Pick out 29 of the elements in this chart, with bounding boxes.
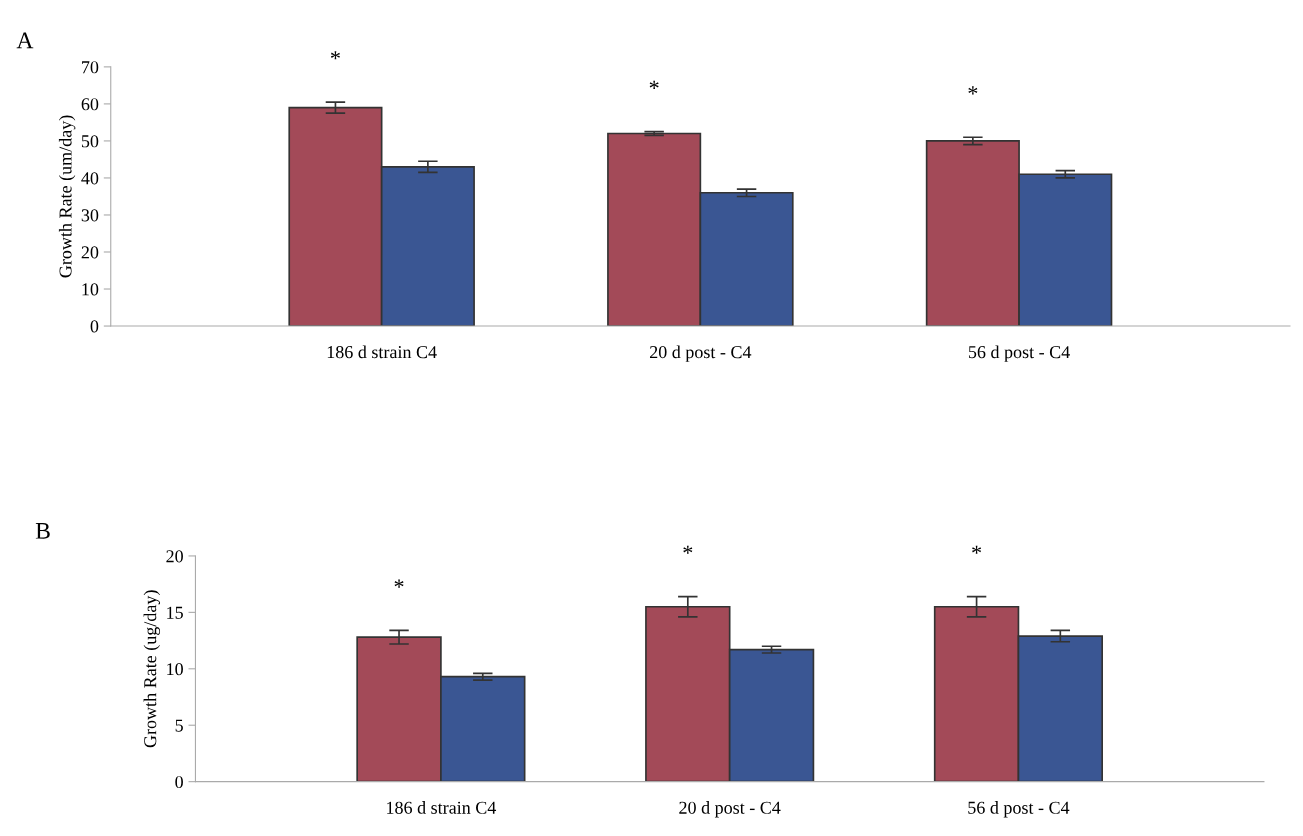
text: * [330, 51, 340, 60]
y-tick-label: 10 [167, 663, 183, 676]
chart-title: A [16, 32, 34, 49]
y-tick-label: 20 [166, 550, 183, 563]
text: * [683, 545, 693, 554]
y-tick-label: 0 [175, 775, 183, 789]
y-tick-label: 60 [81, 98, 99, 111]
annotation: * [968, 86, 978, 95]
chart-title: B [35, 523, 50, 539]
x-tick-label: 20 d post - C4 [649, 345, 752, 362]
x-tick-label: 186 d strain C4 [387, 801, 497, 814]
y-axis-title: Growth Rate (um/day) [58, 115, 76, 278]
x-tick-label: 56 d post - C4 [968, 801, 1070, 818]
annotation: * [394, 579, 404, 588]
x-tick-label: 56 d post - C4 [968, 345, 1070, 362]
y-tick-label: 40 [81, 172, 99, 185]
x-tick-label: 186 d strain C4 [327, 345, 437, 359]
y-tick-label: 10 [82, 283, 99, 296]
y-tick-label: 70 [82, 61, 99, 74]
y-tick-label: 15 [167, 606, 183, 619]
text: * [972, 545, 982, 554]
y-axis-title: Growth Rate (ug/day) [143, 590, 161, 748]
annotation: * [649, 80, 659, 89]
y-tick-label: 20 [81, 246, 99, 259]
y-tick-label: 5 [175, 719, 183, 732]
x-tick-label: 20 d post - C4 [679, 801, 781, 818]
y-tick-label: 30 [81, 209, 99, 222]
y-tick-label: 0 [90, 320, 99, 333]
y-tick-label: 50 [81, 135, 99, 148]
